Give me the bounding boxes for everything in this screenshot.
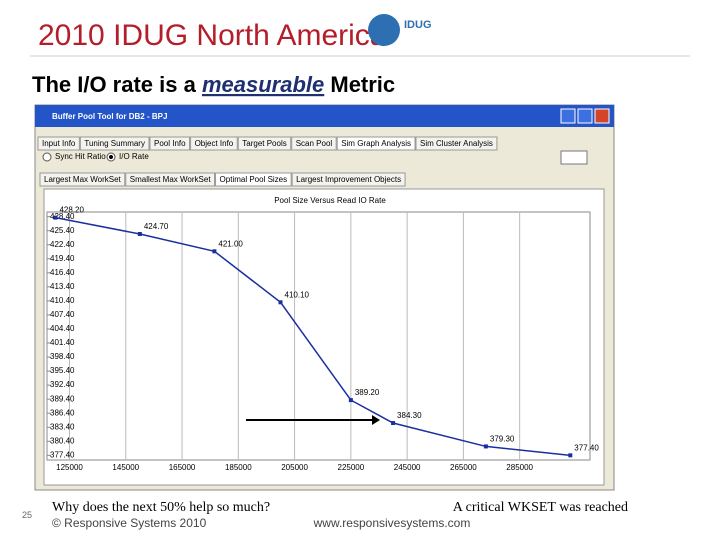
tab[interactable] (37, 136, 80, 151)
window-title: Buffer Pool Tool for DB2 - BPJ (52, 112, 167, 121)
x-tick-label: 125000 (56, 463, 83, 472)
minimize-button[interactable] (560, 108, 576, 124)
radio-label: I/O Rate (119, 152, 149, 161)
subtab[interactable] (125, 172, 216, 187)
y-tick-label: 401.40 (50, 338, 75, 347)
y-tick-label: 410.40 (50, 296, 75, 305)
close-button[interactable] (594, 108, 610, 124)
event-title: 2010 IDUG North America (38, 19, 387, 52)
logo-globe (368, 14, 400, 46)
chart-title: Pool Size Versus Read IO Rate (274, 196, 386, 205)
y-tick-label: 389.40 (50, 394, 75, 403)
page-number: 25 (22, 510, 32, 520)
subtab-label: Optimal Pool Sizes (220, 175, 288, 184)
subtab[interactable] (215, 172, 292, 187)
title-emphasis: measurable (202, 72, 324, 97)
data-label: 377.40 (574, 443, 599, 452)
subtab[interactable] (291, 172, 406, 187)
tab[interactable] (237, 136, 292, 151)
data-line (55, 216, 571, 457)
x-tick-label: 285000 (506, 463, 533, 472)
tab[interactable] (79, 136, 150, 151)
slide-title: The I/O rate is a measurable Metric (32, 72, 395, 97)
tab-label: Scan Pool (296, 139, 333, 148)
tab[interactable] (336, 136, 416, 151)
y-tick-label: 380.40 (50, 436, 75, 445)
data-label: 421.00 (218, 239, 243, 248)
y-tick-label: 386.40 (50, 408, 75, 417)
y-tick-label: 398.40 (50, 352, 75, 361)
x-tick-label: 165000 (169, 463, 196, 472)
data-label: 379.30 (490, 435, 515, 444)
logo: IDUG (404, 19, 432, 31)
data-point (278, 300, 283, 305)
footer-url: www.responsivesystems.com (313, 516, 471, 530)
x-tick-label: 185000 (225, 463, 252, 472)
subtab-label: Smallest Max WorkSet (130, 175, 212, 184)
x-tick-label: 265000 (450, 463, 477, 472)
data-point (348, 398, 353, 403)
tab[interactable] (190, 136, 238, 151)
title-part: The I/O rate is a (32, 72, 202, 97)
tab-label: Sim Cluster Analysis (420, 139, 493, 148)
data-point (483, 444, 488, 449)
data-point (53, 215, 58, 220)
tab-label: Target Pools (242, 139, 286, 148)
tab-label: Sim Graph Analysis (341, 139, 411, 148)
spin-box[interactable] (560, 150, 588, 165)
data-label: 410.10 (285, 290, 310, 299)
y-tick-label: 395.40 (50, 366, 75, 375)
y-tick-label: 392.40 (50, 380, 75, 389)
y-tick-label: 413.40 (50, 282, 75, 291)
x-tick-label: 225000 (338, 463, 365, 472)
x-tick-label: 205000 (281, 463, 308, 472)
arrow-head (372, 415, 380, 425)
y-tick-label: 425.40 (50, 226, 75, 235)
subtab-label: Largest Improvement Objects (296, 175, 401, 184)
note-left: Why does the next 50% help so much? (52, 500, 270, 515)
y-tick-label: 404.40 (50, 324, 75, 333)
y-tick-label: 428.40 (50, 212, 75, 221)
y-tick-label: 407.40 (50, 310, 75, 319)
radio[interactable] (42, 152, 52, 162)
y-tick-label: 419.40 (50, 254, 75, 263)
subtab[interactable] (39, 172, 126, 187)
tab-label: Pool Info (154, 139, 186, 148)
x-tick-label: 245000 (394, 463, 421, 472)
note-right: A critical WKSET was reached (453, 500, 628, 515)
chart-panel (43, 188, 605, 486)
data-point (137, 231, 142, 236)
window-titlebar (35, 105, 614, 127)
data-point (568, 453, 573, 458)
tab[interactable] (149, 136, 191, 151)
maximize-button[interactable] (577, 108, 593, 124)
y-tick-label: 416.40 (50, 268, 75, 277)
data-point (212, 249, 217, 254)
tab-label: Object Info (195, 139, 234, 148)
radio-label: Sync Hit Ratio (55, 152, 106, 161)
data-label: 428.20 (59, 206, 84, 215)
title-part: Metric (324, 72, 395, 97)
y-tick-label: 383.40 (50, 422, 75, 431)
y-tick-label: 422.40 (50, 240, 75, 249)
data-label: 389.20 (355, 388, 380, 397)
tab[interactable] (291, 136, 337, 151)
copyright: © Responsive Systems 2010 (52, 516, 207, 530)
data-label: 384.30 (397, 411, 422, 420)
subtab-label: Largest Max WorkSet (44, 175, 122, 184)
tab-label: Tuning Summary (84, 139, 145, 148)
tab[interactable] (415, 136, 498, 151)
y-tick-label: 377.40 (50, 450, 75, 459)
tab-label: Input Info (42, 139, 76, 148)
data-label: 424.70 (144, 222, 169, 231)
plot-area (46, 211, 591, 461)
radio-dot (109, 155, 113, 159)
x-tick-label: 145000 (112, 463, 139, 472)
data-point (391, 421, 396, 426)
